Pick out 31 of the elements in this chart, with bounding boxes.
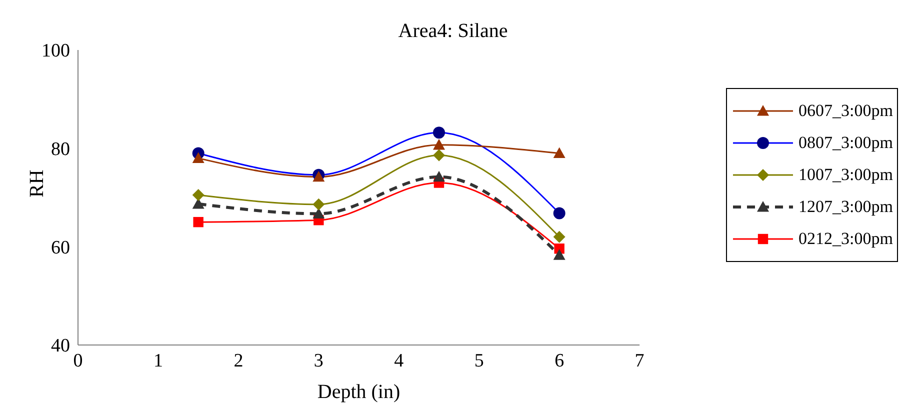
point [192,152,204,163]
x-tick-label: 7 [634,350,644,372]
point [553,147,566,158]
legend-label: 0212_3:00pm [798,229,893,249]
legend-label: 1207_3:00pm [798,197,893,217]
legend-label: 0807_3:00pm [798,133,893,153]
y-tick-label: 40 [51,336,70,357]
y-tick-label: 80 [51,139,70,160]
point [432,138,445,150]
point [312,208,325,219]
point [553,230,566,243]
point [432,149,445,162]
y-axis-title: RH [26,170,48,198]
x-tick-label: 6 [554,350,564,372]
point [553,249,566,260]
x-tick-label: 0 [73,350,83,372]
legend-label: 1007_3:00pm [798,165,893,185]
legend-label: 0607_3:00pm [798,101,893,121]
x-tick-label: 5 [474,350,484,372]
point [432,170,445,182]
point [192,189,204,202]
point [193,216,204,228]
x-axis-title: Depth (in) [317,381,400,403]
y-tick-label: 100 [42,40,70,62]
x-tick-label: 4 [394,350,404,372]
x-tick-label: 2 [234,350,244,372]
x-tick-label: 1 [153,350,163,372]
point [312,198,325,210]
y-tick-label: 60 [51,237,70,258]
x-tick-label: 3 [314,350,324,372]
chart-title: Area4: Silane [397,20,509,43]
